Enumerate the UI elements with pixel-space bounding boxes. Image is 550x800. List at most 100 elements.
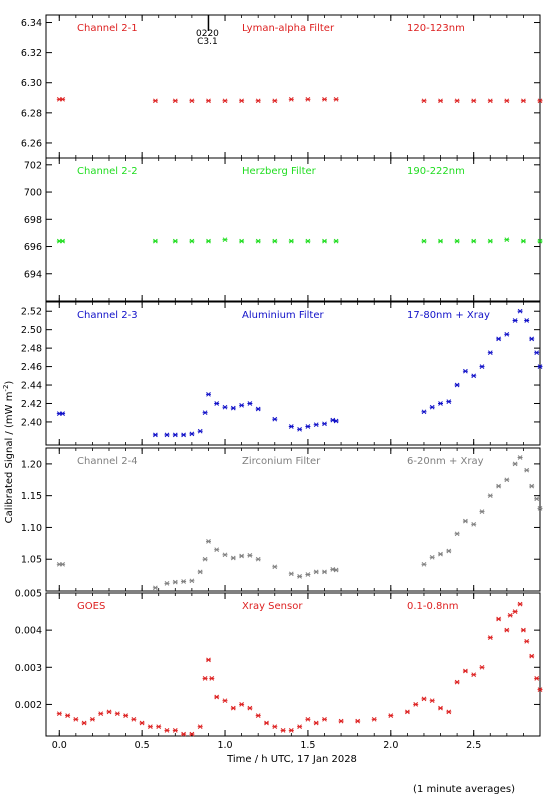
data-point	[89, 716, 95, 722]
panel-frame	[45, 157, 541, 302]
data-point	[313, 720, 319, 726]
data-point-stroke	[239, 702, 244, 707]
data-point	[202, 410, 208, 416]
data-point	[534, 676, 540, 681]
data-point	[446, 399, 452, 404]
data-point-stroke	[537, 98, 543, 104]
data-point-stroke	[297, 724, 302, 730]
data-point	[496, 483, 502, 489]
data-point-stroke	[512, 461, 518, 467]
data-point-stroke	[206, 657, 211, 663]
data-point	[322, 421, 327, 427]
data-point	[164, 581, 170, 586]
data-point-stroke	[123, 713, 128, 718]
data-point	[507, 612, 513, 618]
panel-4: 1.05 1.10 1.15 1.20 Channel 2-4 Zirconium Fil…	[21, 447, 543, 592]
event-marker-label: 0220	[196, 29, 219, 39]
y-tick-label: 1.05	[21, 555, 42, 566]
data-point	[504, 331, 510, 337]
footnote: (1 minute averages)	[413, 784, 515, 795]
panel-1: 6.26 6.28 6.30 6.32 6.34 Channel 2-1 Lyman-alp…	[21, 14, 543, 159]
y-tick-label: 0.004	[15, 626, 42, 637]
data-point	[288, 571, 294, 577]
y-tick-label: 2.42	[21, 399, 42, 410]
data-point	[297, 574, 303, 579]
data-point-stroke	[521, 627, 526, 633]
data-point	[247, 705, 253, 711]
data-point	[255, 238, 261, 244]
panel-2: 694 696 698 700 702 Channel 2-2 Herzberg Filte…	[24, 157, 543, 302]
data-point	[222, 237, 228, 243]
data-point	[524, 467, 530, 473]
data-point	[517, 455, 523, 460]
data-point-stroke	[60, 96, 65, 102]
panel-channel-label: Channel 2-3	[77, 310, 138, 321]
data-point-stroke	[313, 720, 319, 726]
data-point-stroke	[504, 237, 510, 243]
data-point-stroke	[60, 561, 65, 567]
data-point	[421, 561, 427, 567]
data-point-stroke	[322, 716, 327, 722]
data-point-stroke	[172, 432, 178, 438]
y-tick-label: 1.15	[21, 491, 42, 502]
data-point	[239, 553, 245, 559]
data-point	[529, 336, 535, 342]
data-point-stroke	[438, 238, 443, 244]
data-point-stroke	[172, 98, 178, 104]
data-point	[172, 98, 178, 104]
y-axis-label-main: Calibrated Signal / (mW m	[4, 392, 15, 524]
data-point-stroke	[280, 728, 286, 733]
data-point	[305, 96, 311, 102]
panel-3: 2.40 2.42 2.44 2.46 2.48 2.50 2.52 Channel 2-3 A…	[21, 301, 543, 446]
data-point	[189, 98, 195, 104]
data-point-stroke	[189, 98, 195, 104]
x-axis: 0.0 0.5 1.0 1.5 2.0 2.5	[52, 740, 482, 751]
panel-filter-label: Xray Sensor	[242, 601, 303, 612]
data-point-stroke	[313, 569, 319, 575]
data-point-stroke	[297, 426, 302, 432]
data-point	[214, 694, 220, 700]
data-point-stroke	[222, 98, 228, 104]
y-tick-label: 2.44	[21, 381, 42, 392]
data-point-stroke	[172, 579, 178, 585]
data-point	[156, 724, 162, 730]
data-point	[202, 556, 208, 562]
data-point-stroke	[297, 574, 302, 579]
data-point-stroke	[288, 238, 294, 244]
data-point	[421, 696, 427, 702]
data-point	[429, 698, 435, 704]
panel-channel-label: Channel 2-4	[77, 456, 138, 467]
data-point	[181, 432, 187, 438]
data-point-stroke	[507, 612, 513, 618]
data-point	[471, 521, 477, 527]
data-point-stroke	[322, 96, 327, 102]
data-point	[60, 561, 66, 567]
data-point	[114, 711, 120, 717]
data-point	[524, 638, 530, 644]
data-point-stroke	[164, 432, 170, 438]
data-point-stroke	[181, 579, 186, 584]
data-point-stroke	[272, 416, 278, 422]
data-point	[189, 238, 195, 244]
data-point	[106, 709, 112, 715]
data-point-stroke	[322, 238, 327, 244]
data-point	[537, 364, 543, 369]
data-point-stroke	[222, 698, 228, 704]
data-point-stroke	[189, 578, 195, 584]
data-point	[297, 426, 303, 432]
data-point	[272, 724, 278, 730]
data-point-stroke	[114, 711, 120, 717]
data-point-stroke	[521, 238, 526, 244]
data-point-stroke	[106, 709, 112, 715]
y-tick-label: 2.48	[21, 344, 42, 355]
data-point-stroke	[454, 531, 460, 537]
data-point-stroke	[65, 713, 70, 718]
data-point	[255, 713, 261, 718]
data-point	[222, 552, 228, 558]
data-point-stroke	[524, 467, 530, 473]
data-point	[305, 238, 311, 244]
data-point-stroke	[524, 318, 530, 323]
data-point-stroke	[131, 716, 137, 722]
data-point-stroke	[438, 401, 443, 406]
